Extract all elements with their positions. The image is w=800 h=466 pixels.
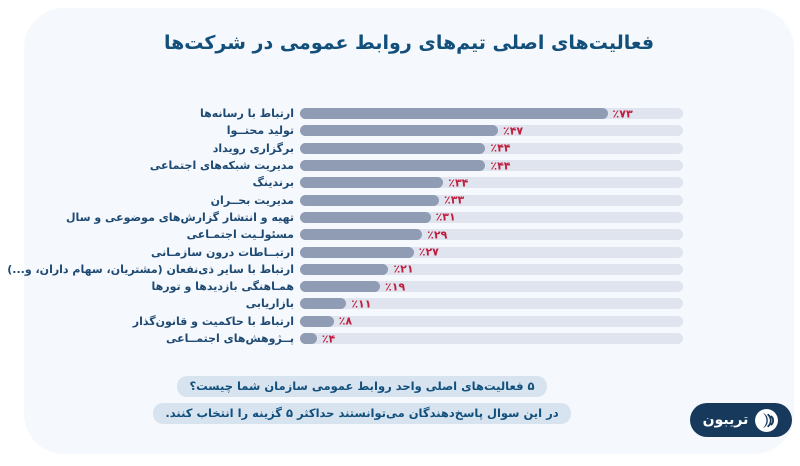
category-label: مسئولـیت اجتمـاعی bbox=[186, 228, 294, 242]
category-label: ارتباط با سایر ذی‌نفعان (مشتریان، سهام د… bbox=[7, 262, 294, 276]
bar-fill bbox=[300, 211, 431, 223]
chart-row: برگزاری رویداد ٪۴۴ bbox=[62, 140, 683, 157]
bar-fill bbox=[300, 125, 498, 137]
bar-fill bbox=[300, 315, 334, 327]
chart-row: مسئولـیت اجتمـاعی ٪۲۹ bbox=[62, 226, 683, 243]
value-label: ٪۳۳ bbox=[444, 193, 465, 207]
tribune-speaker-icon bbox=[755, 408, 779, 432]
bar-fill bbox=[300, 108, 608, 120]
value-label: ٪۴۴ bbox=[490, 159, 511, 173]
bar-fill bbox=[300, 298, 347, 310]
bar-track: ٪۲۹ bbox=[300, 228, 683, 242]
category-label: برندینگ bbox=[252, 176, 294, 190]
bar-fill bbox=[300, 142, 486, 154]
bar-track: ٪۳۱ bbox=[300, 210, 683, 224]
category-label: ارتباط با حاکمیت و قانون‌گذار bbox=[132, 314, 294, 328]
chart-row: تهیه و انتشار گزارش‌های موضوعی و سال ٪۳۱ bbox=[62, 209, 683, 226]
category-label: پــژوهش‌های اجتمــاعی bbox=[165, 332, 294, 345]
category-label: برگزاری رویداد bbox=[212, 141, 294, 155]
value-label: ٪۴ bbox=[321, 332, 336, 345]
bar-track: ٪۲۷ bbox=[300, 245, 683, 259]
tribune-logo: تریبون bbox=[690, 403, 792, 437]
bar-fill bbox=[300, 177, 444, 189]
chart-rows: ارتباط با رسانه‌ها ٪۷۳ تولید محتــوا ٪۴۷ برگ… bbox=[7, 105, 683, 347]
bar-fill bbox=[300, 333, 317, 344]
footnote-method: در این سوال پاسخ‌دهندگان می‌توانستند حدا… bbox=[153, 403, 571, 424]
bar-track: ٪۳۴ bbox=[300, 176, 683, 190]
logo-wordmark: تریبون bbox=[702, 412, 749, 428]
chart-row: ارتباط با سایر ذی‌نفعان (مشتریان، سهام د… bbox=[7, 261, 683, 278]
value-label: ٪۳۴ bbox=[448, 176, 469, 190]
value-label: ٪۱۱ bbox=[351, 297, 372, 311]
bar-track: ٪۴۴ bbox=[300, 141, 683, 155]
bar-fill bbox=[300, 160, 486, 172]
bar-chart: ارتباط با رسانه‌ها ٪۷۳ تولید محتــوا ٪۴۷ برگ… bbox=[7, 105, 683, 347]
footnotes: ۵ فعالیت‌های اصلی واحد روابط عمومی سازما… bbox=[24, 376, 700, 424]
bar-track: ٪۷۳ bbox=[300, 107, 683, 121]
chart-title: فعالیت‌های اصلی تیم‌های روابط عمومی در ش… bbox=[163, 32, 655, 54]
category-label: تولید محتــوا bbox=[226, 124, 294, 138]
bar-track: ٪۲۱ bbox=[300, 262, 683, 276]
chart-row: بازاریابی ٪۱۱ bbox=[62, 295, 683, 312]
value-label: ٪۴۴ bbox=[490, 141, 511, 155]
category-label: بازاریابی bbox=[245, 297, 294, 311]
bar-fill bbox=[300, 194, 440, 206]
bar-track: ٪۸ bbox=[300, 314, 683, 328]
category-label: مدیریت بحــران bbox=[210, 193, 294, 207]
value-label: ٪۴۷ bbox=[503, 124, 524, 138]
chart-row: مدیریت بحــران ٪۳۳ bbox=[62, 191, 683, 208]
category-label: تهیه و انتشار گزارش‌های موضوعی و سال bbox=[66, 210, 294, 224]
bar-track: ٪۱۱ bbox=[300, 297, 683, 311]
value-label: ٪۸ bbox=[338, 314, 353, 328]
value-label: ٪۷۳ bbox=[612, 107, 633, 121]
chart-row: ارتبــاطات درون سازمـانی ٪۲۷ bbox=[62, 243, 683, 260]
value-label: ٪۲۱ bbox=[393, 262, 414, 276]
bar-fill bbox=[300, 281, 381, 293]
value-label: ٪۲۹ bbox=[427, 228, 448, 242]
category-label: همـاهنگی بازدیدها و تورها bbox=[151, 280, 294, 294]
bar-track: ٪۴ bbox=[300, 332, 683, 345]
value-label: ٪۱۹ bbox=[385, 280, 406, 294]
bar-track: ٪۳۳ bbox=[300, 193, 683, 207]
category-label: مدیریت شبکه‌های اجتماعی bbox=[149, 159, 294, 173]
chart-row: مدیریت شبکه‌های اجتماعی ٪۴۴ bbox=[62, 157, 683, 174]
bar-track: ٪۱۹ bbox=[300, 280, 683, 294]
value-label: ٪۳۱ bbox=[435, 210, 456, 224]
chart-row: ارتباط با رسانه‌ها ٪۷۳ bbox=[62, 105, 683, 122]
chart-row: ارتباط با حاکمیت و قانون‌گذار ٪۸ bbox=[62, 313, 683, 330]
bar-fill bbox=[300, 229, 423, 241]
chart-row: تولید محتــوا ٪۴۷ bbox=[62, 122, 683, 139]
bar-track: ٪۴۷ bbox=[300, 124, 683, 138]
category-label: ارتبــاطات درون سازمـانی bbox=[150, 245, 294, 259]
bar-track: ٪۴۴ bbox=[300, 159, 683, 173]
bar-fill bbox=[300, 246, 414, 258]
footnote-question: ۵ فعالیت‌های اصلی واحد روابط عمومی سازما… bbox=[177, 376, 547, 397]
bar-fill bbox=[300, 263, 389, 275]
chart-row: پــژوهش‌های اجتمــاعی ٪۴ bbox=[62, 330, 683, 347]
chart-row: همـاهنگی بازدیدها و تورها ٪۱۹ bbox=[62, 278, 683, 295]
category-label: ارتباط با رسانه‌ها bbox=[199, 107, 294, 121]
chart-row: برندینگ ٪۳۴ bbox=[62, 174, 683, 191]
value-label: ٪۲۷ bbox=[418, 245, 439, 259]
